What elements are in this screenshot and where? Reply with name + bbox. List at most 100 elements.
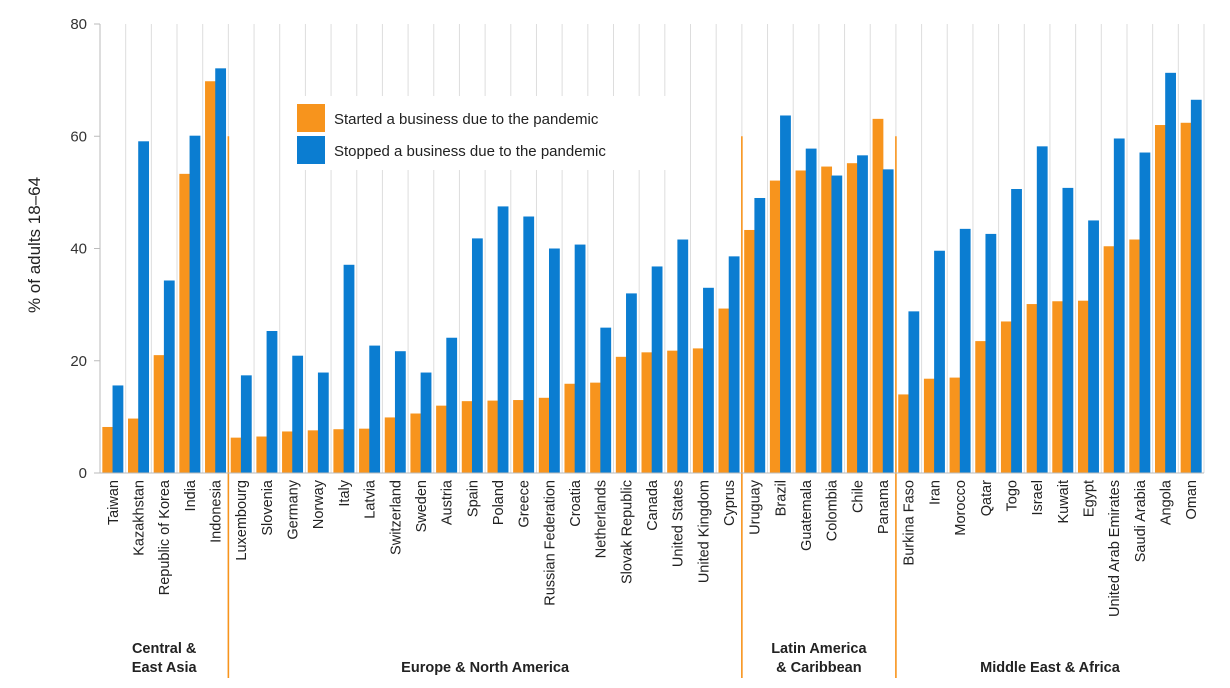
bar-stopped-luxembourg	[240, 375, 252, 473]
bar-started-egypt	[1077, 300, 1089, 473]
bar-started-poland	[487, 400, 499, 473]
legend-background	[284, 96, 674, 170]
bar-stopped-iran	[934, 250, 945, 473]
bar-stopped-netherlands	[600, 327, 612, 473]
category-label-russian-federation: Russian Federation	[542, 480, 558, 606]
category-label-indonesia: Indonesia	[209, 479, 225, 543]
category-label-kuwait: Kuwait	[1056, 480, 1072, 524]
category-label-angola: Angola	[1159, 479, 1175, 525]
bar-stopped-germany	[292, 355, 304, 473]
legend-swatch-started	[297, 104, 325, 132]
bar-stopped-united-states	[677, 239, 689, 473]
category-label-cyprus: Cyprus	[722, 480, 738, 526]
bar-stopped-morocco	[959, 228, 971, 473]
region-label-europe-north-america: Europe & North America	[401, 660, 570, 676]
bar-stopped-croatia	[574, 244, 586, 473]
category-label-iran: Iran	[927, 480, 943, 505]
bar-started-croatia	[564, 383, 576, 473]
bar-stopped-india	[189, 135, 201, 473]
category-label-switzerland: Switzerland	[388, 480, 404, 555]
bar-stopped-united-kingdom	[703, 287, 714, 473]
region-separators	[227, 136, 897, 678]
bar-started-republic-of-korea	[153, 355, 165, 473]
bars	[102, 68, 1202, 474]
region-label-latin-america-caribbean: & Caribbean	[776, 660, 861, 676]
bar-started-norway	[307, 430, 319, 473]
bar-started-israel	[1026, 304, 1038, 473]
bar-started-slovak-republic	[615, 356, 627, 473]
category-label-uruguay: Uruguay	[748, 479, 764, 535]
category-label-germany: Germany	[286, 479, 302, 539]
bar-stopped-norway	[317, 372, 329, 473]
bar-started-indonesia	[205, 81, 216, 473]
bar-stopped-angola	[1165, 72, 1176, 474]
category-label-italy: Italy	[337, 479, 353, 506]
bar-stopped-sweden	[420, 372, 432, 473]
bar-stopped-russian-federation	[549, 248, 560, 473]
region-label-middle-east-africa: Middle East & Africa	[980, 660, 1121, 676]
category-label-netherlands: Netherlands	[594, 480, 610, 558]
legend-label-stopped: Stopped a business due to the pandemic	[334, 143, 606, 160]
category-label-egypt: Egypt	[1082, 480, 1098, 517]
category-label-canada: Canada	[645, 479, 661, 531]
bar-started-colombia	[821, 166, 833, 473]
category-label-croatia: Croatia	[568, 479, 584, 527]
category-label-austria: Austria	[440, 479, 456, 525]
bar-started-cyprus	[718, 308, 730, 473]
bar-stopped-spain	[471, 238, 483, 473]
bar-started-brazil	[769, 180, 781, 473]
category-label-united-states: United States	[671, 480, 687, 567]
category-label-togo: Togo	[1004, 480, 1020, 511]
category-label-morocco: Morocco	[953, 480, 969, 536]
region-label-central-east-asia: East Asia	[132, 660, 198, 676]
bar-stopped-slovenia	[266, 331, 278, 473]
bar-stopped-guatemala	[805, 148, 817, 473]
bar-started-iran	[923, 378, 935, 473]
bar-stopped-slovak-republic	[626, 293, 637, 473]
bar-started-switzerland	[384, 417, 396, 473]
bar-stopped-oman	[1190, 99, 1202, 474]
bar-stopped-republic-of-korea	[163, 280, 175, 473]
bar-stopped-cyprus	[728, 256, 740, 473]
bar-started-chile	[846, 163, 858, 473]
category-label-israel: Israel	[1030, 480, 1046, 515]
bar-started-oman	[1180, 122, 1192, 473]
region-label-central-east-asia: Central &	[132, 641, 197, 657]
bar-stopped-kazakhstan	[138, 141, 150, 473]
category-label-india: India	[183, 479, 199, 511]
category-label-spain: Spain	[465, 480, 481, 517]
bar-stopped-chile	[857, 155, 868, 473]
category-label-poland: Poland	[491, 480, 507, 525]
bar-started-russian-federation	[538, 397, 550, 473]
y-axis-label: % of adults 18–64	[25, 177, 44, 313]
legend: Started a business due to the pandemic S…	[284, 96, 674, 170]
category-label-norway: Norway	[311, 479, 327, 529]
category-label-qatar: Qatar	[979, 480, 995, 516]
category-label-guatemala: Guatemala	[799, 479, 815, 551]
bar-started-canada	[641, 352, 653, 473]
bar-started-spain	[461, 401, 473, 473]
y-tick-label: 40	[70, 241, 87, 258]
y-tick-label: 60	[70, 128, 87, 145]
category-label-chile: Chile	[850, 480, 866, 513]
category-label-burkina-faso: Burkina Faso	[902, 480, 918, 565]
region-label-latin-america-caribbean: Latin America	[771, 641, 867, 657]
category-label-colombia: Colombia	[825, 479, 841, 541]
bar-stopped-saudi-arabia	[1139, 152, 1151, 473]
bar-stopped-greece	[523, 216, 535, 474]
category-label-sweden: Sweden	[414, 480, 430, 532]
bar-stopped-canada	[651, 266, 663, 473]
bar-started-taiwan	[102, 426, 114, 473]
bar-stopped-kuwait	[1062, 187, 1074, 473]
category-label-brazil: Brazil	[773, 480, 789, 516]
bar-started-qatar	[975, 341, 987, 473]
bar-stopped-switzerland	[394, 351, 406, 473]
category-label-slovenia: Slovenia	[260, 479, 276, 536]
bar-started-netherlands	[590, 382, 601, 473]
bar-stopped-indonesia	[215, 68, 227, 474]
bar-stopped-austria	[446, 337, 458, 473]
bar-started-guatemala	[795, 170, 807, 473]
category-label-republic-of-korea: Republic of Korea	[157, 479, 173, 595]
bar-stopped-togo	[1011, 189, 1022, 473]
